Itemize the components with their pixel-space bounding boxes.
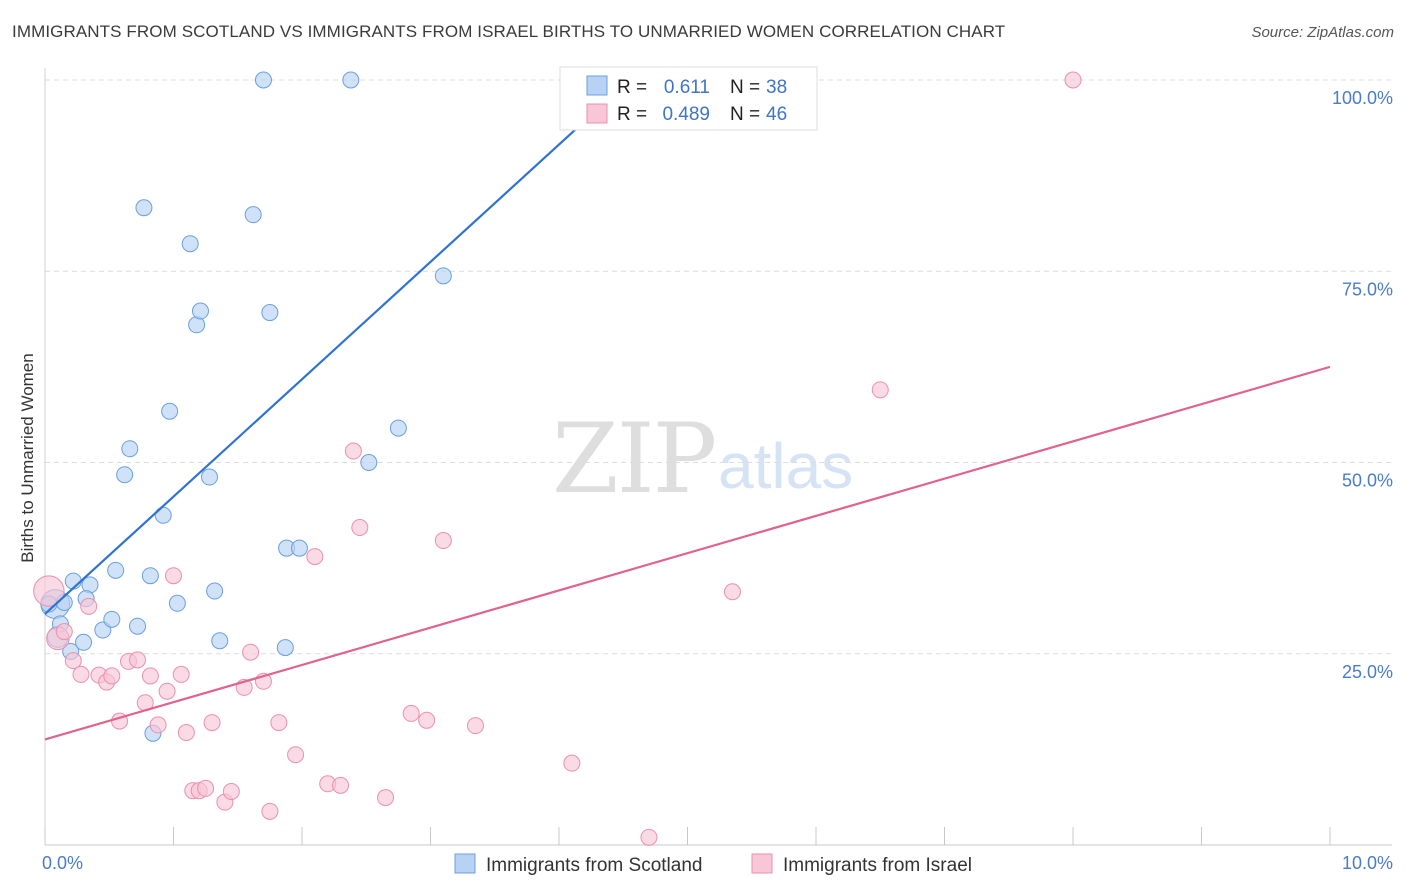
israel-point-4 xyxy=(72,665,90,683)
israel-point-24 xyxy=(222,782,240,800)
scotland-point-22 xyxy=(191,302,209,320)
chart-title: IMMIGRANTS FROM SCOTLAND VS IMMIGRANTS F… xyxy=(12,22,1006,41)
scotland-point-26 xyxy=(244,206,262,224)
israel-point-8 xyxy=(103,667,121,685)
israel-point-21 xyxy=(197,779,215,797)
y-tick-label-2: 75.0% xyxy=(1342,279,1393,299)
scotland-point-13 xyxy=(121,440,139,458)
israel-point-30 xyxy=(287,746,305,764)
israel-point-44 xyxy=(871,381,889,399)
legend-label-scotland: Immigrants from Scotland xyxy=(486,855,702,876)
stats-r-label-israel: R = xyxy=(617,104,647,125)
israel-point-13 xyxy=(141,667,159,685)
scotland-point-32 xyxy=(342,71,360,89)
x-tick-labels: 0.0% 10.0% xyxy=(42,853,1393,873)
y-tick-label-3: 100.0% xyxy=(1332,88,1393,108)
legend-swatch-scotland xyxy=(454,853,476,874)
legend-label-israel: Immigrants from Israel xyxy=(783,855,972,876)
stats-n-value-scotland: 38 xyxy=(766,77,787,98)
scotland-point-35 xyxy=(434,267,452,285)
series-israel-points xyxy=(33,71,1082,846)
y-tick-label-0: 25.0% xyxy=(1342,662,1393,682)
watermark-zip: ZIP xyxy=(552,403,715,515)
stats-swatch-israel xyxy=(586,103,608,124)
scotland-point-33 xyxy=(360,454,378,471)
israel-point-40 xyxy=(466,717,484,735)
israel-point-45 xyxy=(1064,71,1082,89)
israel-point-28 xyxy=(261,802,279,820)
stats-r-label-scotland: R = xyxy=(617,77,647,98)
scotland-point-6 xyxy=(75,633,93,651)
axes xyxy=(44,68,1392,846)
israel-point-11 xyxy=(129,651,147,669)
israel-point-16 xyxy=(165,567,182,585)
israel-point-2 xyxy=(55,623,73,641)
scotland-point-23 xyxy=(200,468,218,486)
scotland-point-28 xyxy=(261,304,279,322)
israel-point-37 xyxy=(402,704,420,722)
israel-point-42 xyxy=(640,828,658,846)
israel-point-29 xyxy=(270,714,288,732)
stats-box: R = 0.611 N = 38 R = 0.489 N = 46 xyxy=(559,66,818,131)
israel-trendline xyxy=(44,365,1331,741)
scotland-point-31 xyxy=(290,539,308,557)
israel-point-14 xyxy=(149,716,167,734)
israel-point-0 xyxy=(33,575,65,607)
x-tick-label-0: 0.0% xyxy=(42,853,83,873)
israel-point-34 xyxy=(344,442,362,460)
stats-n-value-israel: 46 xyxy=(766,104,787,125)
scotland-point-11 xyxy=(107,561,125,579)
scotland-point-29 xyxy=(276,639,294,657)
y-axis-label: Births to Unmarried Women xyxy=(18,353,37,562)
watermark: ZIP atlas xyxy=(552,403,853,515)
israel-point-38 xyxy=(418,711,436,729)
scotland-point-16 xyxy=(141,567,159,585)
y-tick-labels: 25.0% 50.0% 75.0% 100.0% xyxy=(1332,88,1393,682)
scotland-point-34 xyxy=(389,419,407,437)
stats-swatch-scotland xyxy=(586,75,608,96)
x-tick-label-1: 10.0% xyxy=(1342,853,1393,873)
scotland-trendline xyxy=(44,79,631,615)
legend: Immigrants from Scotland Immigrants from… xyxy=(454,853,972,876)
y-tick-label-1: 50.0% xyxy=(1342,471,1393,491)
israel-point-31 xyxy=(306,548,324,566)
scotland-point-10 xyxy=(103,610,121,628)
israel-point-3 xyxy=(64,652,82,670)
legend-swatch-israel xyxy=(751,853,773,874)
israel-point-26 xyxy=(242,643,260,661)
scotland-point-20 xyxy=(181,235,199,253)
scotland-point-19 xyxy=(168,594,186,612)
israel-point-35 xyxy=(351,519,369,537)
israel-point-15 xyxy=(158,682,176,700)
watermark-atlas: atlas xyxy=(718,430,853,502)
israel-point-22 xyxy=(203,714,221,732)
trendlines xyxy=(44,79,1331,741)
source-credit: Source: ZipAtlas.com xyxy=(1251,24,1394,41)
scotland-point-14 xyxy=(129,617,147,635)
israel-point-41 xyxy=(563,754,581,772)
israel-point-17 xyxy=(172,665,190,683)
scotland-point-12 xyxy=(116,466,134,484)
israel-point-43 xyxy=(723,583,741,601)
israel-point-18 xyxy=(177,724,195,742)
scotland-point-15 xyxy=(135,199,153,217)
israel-point-36 xyxy=(377,789,395,807)
stats-n-label-scotland: N = xyxy=(730,77,760,98)
scotland-point-24 xyxy=(206,582,224,600)
scotland-point-18 xyxy=(161,402,179,420)
scotland-point-25 xyxy=(211,632,229,650)
scotland-point-27 xyxy=(254,71,272,89)
gridlines xyxy=(45,79,1392,655)
stats-r-value-israel: 0.489 xyxy=(662,104,710,125)
israel-point-39 xyxy=(434,532,452,550)
israel-point-33 xyxy=(332,776,350,794)
series-scotland-points xyxy=(40,71,452,742)
stats-r-value-scotland: 0.611 xyxy=(664,77,710,98)
stats-n-label-israel: N = xyxy=(730,104,760,125)
israel-point-5 xyxy=(80,597,98,615)
